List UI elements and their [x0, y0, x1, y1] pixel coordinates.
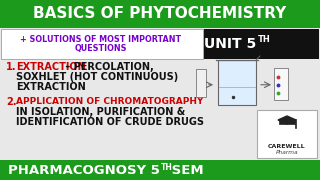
- FancyBboxPatch shape: [1, 29, 203, 59]
- FancyBboxPatch shape: [279, 119, 295, 124]
- FancyBboxPatch shape: [0, 160, 320, 180]
- Text: QUESTIONS: QUESTIONS: [75, 44, 127, 53]
- Text: EXTRACTION: EXTRACTION: [16, 82, 86, 92]
- Text: – PERCOLATION,: – PERCOLATION,: [62, 62, 154, 72]
- Text: 2.: 2.: [6, 97, 17, 107]
- Text: SEM: SEM: [167, 163, 204, 177]
- Text: SOXHLET (HOT CONTINUOUS): SOXHLET (HOT CONTINUOUS): [16, 72, 178, 82]
- Text: Pharma: Pharma: [276, 150, 298, 155]
- Text: TH: TH: [258, 35, 270, 44]
- Text: EXTRACTION: EXTRACTION: [16, 62, 86, 72]
- Text: PHARMACOGNOSY 5: PHARMACOGNOSY 5: [8, 163, 160, 177]
- Text: CAREWELL: CAREWELL: [268, 143, 306, 148]
- Text: UNIT 5: UNIT 5: [204, 37, 257, 51]
- FancyBboxPatch shape: [204, 29, 319, 59]
- Text: IDENTIFICATION OF CRUDE DRUGS: IDENTIFICATION OF CRUDE DRUGS: [16, 117, 204, 127]
- Text: + SOLUTIONS OF MOST IMPORTANT: + SOLUTIONS OF MOST IMPORTANT: [20, 35, 181, 44]
- FancyBboxPatch shape: [257, 110, 317, 158]
- Text: TH: TH: [161, 163, 172, 172]
- Text: APPLICATION OF CHROMATOGRAPHY: APPLICATION OF CHROMATOGRAPHY: [16, 97, 204, 106]
- FancyBboxPatch shape: [274, 68, 288, 100]
- FancyBboxPatch shape: [218, 60, 256, 105]
- Text: BASICS OF PHYTOCHEMISTRY: BASICS OF PHYTOCHEMISTRY: [33, 6, 287, 21]
- Polygon shape: [278, 116, 296, 124]
- FancyBboxPatch shape: [0, 0, 320, 28]
- Text: 1.: 1.: [6, 62, 17, 72]
- Text: IN ISOLATION, PURIFICATION &: IN ISOLATION, PURIFICATION &: [16, 107, 185, 117]
- FancyBboxPatch shape: [196, 69, 206, 97]
